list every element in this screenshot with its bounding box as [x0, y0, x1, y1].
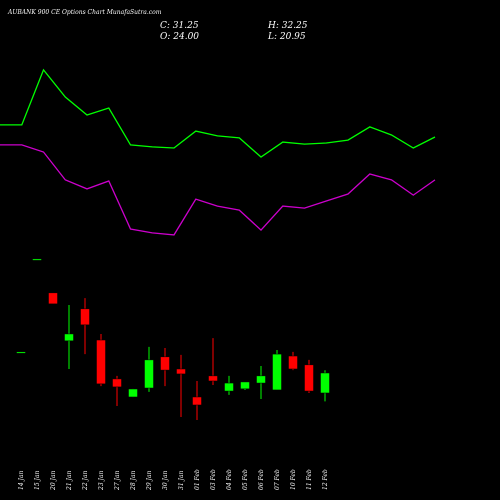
x-tick-label: 29 Jan [146, 470, 153, 491]
info-high: H: 32.25 [267, 21, 308, 31]
candle-body [144, 359, 154, 389]
candle-body [16, 351, 26, 354]
x-tick-label: 22 Jan [82, 470, 89, 491]
candle-body [208, 375, 218, 382]
x-tick-label: 30 Jan [162, 470, 169, 490]
x-tick-label: 21 Jan [66, 470, 73, 491]
x-tick-label: 04 Feb [226, 469, 233, 490]
x-tick-label: 20 Jan [50, 470, 57, 491]
line-series [0, 144, 436, 236]
candle-body [224, 382, 234, 392]
chart-title: AUBANK 900 CE Options Chart MunafaSutra.… [7, 9, 162, 16]
candle-body [288, 355, 298, 370]
x-tick-label: 31 Jan [178, 470, 185, 490]
x-tick-label: 06 Feb [258, 469, 265, 490]
candle-body [320, 372, 330, 394]
x-tick-label: 12 Feb [322, 469, 329, 490]
info-close: C: 31.25 [160, 21, 199, 31]
info-low: L: 20.95 [267, 32, 306, 42]
candle-body [256, 375, 266, 384]
candle-body [240, 381, 250, 390]
candle-body [64, 333, 74, 342]
candle-body [160, 356, 170, 371]
candle-body [128, 388, 138, 398]
x-tick-label: 01 Feb [194, 469, 201, 490]
line-series [0, 68, 436, 158]
x-tick-label: 11 Feb [306, 469, 313, 490]
candle-body [272, 353, 282, 391]
x-tick-label: 05 Feb [242, 469, 249, 490]
candle-body [192, 396, 202, 406]
candle-body [304, 364, 314, 392]
candle-body [176, 368, 186, 375]
candle-body [32, 258, 42, 261]
candle-body [48, 292, 58, 305]
x-tick-label: 03 Feb [210, 469, 217, 490]
x-tick-label: 14 Jan [18, 470, 25, 490]
x-tick-label: 27 Jan [114, 470, 121, 491]
x-tick-label: 10 Feb [290, 469, 297, 490]
candle-body [96, 339, 106, 385]
x-tick-label: 15 Jan [34, 470, 41, 490]
x-tick-label: 23 Jan [98, 470, 105, 491]
candle-body [112, 378, 122, 388]
info-open: O: 24.00 [160, 32, 199, 42]
x-tick-label: 28 Jan [130, 470, 137, 491]
candle-body [80, 308, 90, 326]
x-tick-label: 07 Feb [274, 469, 281, 490]
